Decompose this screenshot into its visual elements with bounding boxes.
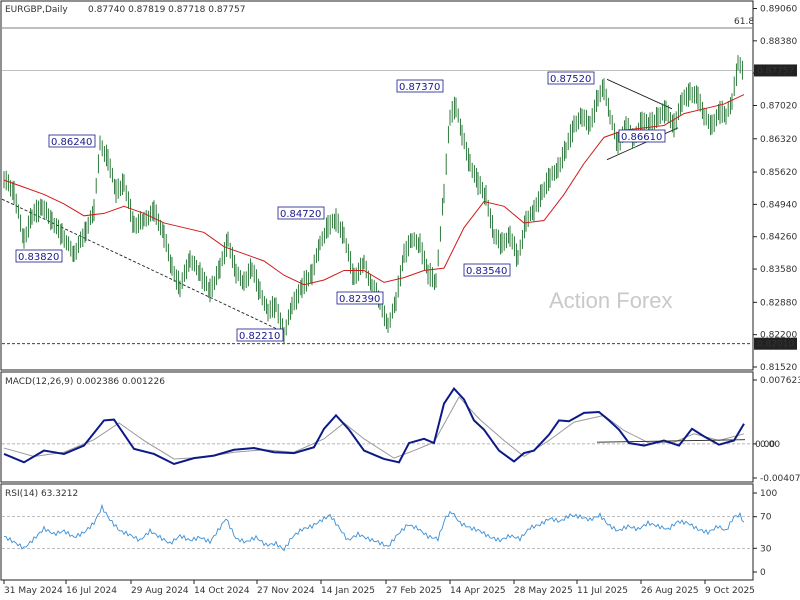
date-tick-label: 16 Jul 2024 xyxy=(66,586,117,596)
price-annotation-box xyxy=(236,328,284,342)
price-tick-label: 0.84260 xyxy=(760,233,797,243)
ohlc-readout: 0.87740 0.87819 0.87718 0.87757 xyxy=(88,5,245,15)
price-tick-label: 0.85620 xyxy=(760,168,797,178)
price-tick-label: 0.89060 xyxy=(760,5,797,15)
price-annotation-box xyxy=(463,263,511,277)
price-tick-label: 0.87020 xyxy=(760,101,797,111)
price-tick-label: 0.88380 xyxy=(760,37,797,47)
price-annotation-label: 0.86240 xyxy=(51,137,92,148)
price-annotation-label: 0.83820 xyxy=(18,252,59,263)
macd-panel-frame xyxy=(0,371,754,483)
price-annotation-box xyxy=(547,71,595,85)
date-tick-label: 27 Feb 2025 xyxy=(386,586,442,596)
current-price-box xyxy=(754,64,797,77)
rsi-tick-label: 30 xyxy=(760,544,772,554)
macd-panel: MACD(12,26,9) 0.002386 0.001226 0.007623… xyxy=(0,371,800,484)
watermark: Action Forex xyxy=(549,288,673,313)
price-annotation-box xyxy=(277,206,325,220)
date-tick-label: 31 May 2024 xyxy=(4,586,63,596)
macd-title: MACD(12,26,9) 0.002386 0.001226 xyxy=(5,377,165,387)
price-annotation-box xyxy=(48,134,96,148)
price-annotation-label: 0.87520 xyxy=(550,74,591,85)
rsi-title: RSI(14) 63.3212 xyxy=(5,489,78,499)
support-level-box xyxy=(754,337,797,350)
date-tick-label: 29 Aug 2024 xyxy=(131,586,189,596)
price-series xyxy=(3,55,745,345)
macd-tick-label: 0.007623 xyxy=(760,376,800,386)
rsi-tick-label: 70 xyxy=(760,513,772,523)
rsi-panel-frame xyxy=(0,483,754,581)
date-tick-label: 9 Oct 2025 xyxy=(705,586,755,596)
rsi-tick-label: 100 xyxy=(760,489,777,499)
price-tick-label: 0.84940 xyxy=(760,200,797,210)
macd-y-axis: 0.007623 0.00 -0.004073 0.00 xyxy=(753,376,800,484)
price-annotation-label: 0.82210 xyxy=(239,331,280,342)
price-annotation-label: 0.83540 xyxy=(466,266,507,277)
price-tick-label: 0.82880 xyxy=(760,298,797,308)
price-tick-label: 0.86320 xyxy=(760,135,797,145)
chart-title: EURGBP,Daily xyxy=(5,5,68,15)
date-tick-label: 14 Apr 2025 xyxy=(450,586,506,596)
price-annotation-label: 0.86610 xyxy=(621,132,662,143)
macd-tick-label: -0.004073 xyxy=(760,474,800,484)
rsi-panel: RSI(14) 63.3212 100 70 30 0 xyxy=(0,483,777,581)
rsi-y-axis: 100 70 30 0 xyxy=(753,489,777,578)
date-tick-label: 14 Oct 2024 xyxy=(194,586,250,596)
macd-tick-label: 0.00 xyxy=(760,440,780,450)
price-annotation-label: 0.82390 xyxy=(339,294,380,305)
date-tick-label: 27 Nov 2024 xyxy=(257,586,315,596)
date-tick-label: 26 Aug 2025 xyxy=(641,586,699,596)
triangle-upper-line xyxy=(606,78,673,110)
macd-series xyxy=(2,386,752,466)
triangle-lower-line xyxy=(606,127,679,161)
rsi-line xyxy=(3,503,745,552)
price-y-axis: 0.890600.883800.877000.870200.863200.856… xyxy=(753,5,797,373)
rsi-tick-label: 0 xyxy=(760,568,766,578)
fib-label: 61.8 xyxy=(734,17,754,27)
price-annotation-box xyxy=(336,291,384,305)
price-lines: 61.8 0.82010 0.87757 xyxy=(1,17,797,350)
price-annotation-label: 0.87370 xyxy=(399,82,440,93)
price-tick-label: 0.83580 xyxy=(760,265,797,275)
date-tick-label: 28 May 2025 xyxy=(514,586,573,596)
macd-line xyxy=(3,386,745,466)
current-price-label: 0.87757 xyxy=(757,66,794,76)
rsi-series xyxy=(2,503,752,552)
date-tick-label: 11 Jul 2025 xyxy=(577,586,628,596)
date-axis: 31 May 2024 16 Jul 2024 29 Aug 2024 14 Oct … xyxy=(3,580,755,596)
price-labels: 0.86240 0.83820 0.84720 0.82210 0.82390 0.873… xyxy=(15,71,666,342)
macd-signal-line xyxy=(3,396,745,460)
price-tick-label: 0.81520 xyxy=(760,363,797,373)
price-panel-frame xyxy=(0,0,754,371)
date-tick-label: 14 Jan 2025 xyxy=(321,586,375,596)
price-annotation-box xyxy=(396,79,444,93)
price-annotation-box xyxy=(15,249,63,263)
price-tick-label: 0.82200 xyxy=(760,331,797,341)
macd-right-marker: 0.00 xyxy=(755,440,775,450)
price-panel: EURGBP,Daily 0.87740 0.87819 0.87718 0.8… xyxy=(0,0,797,373)
macd-trendline xyxy=(596,439,746,443)
price-annotation-label: 0.84720 xyxy=(280,209,321,220)
price-annotation-box xyxy=(618,129,666,143)
support-level-label: 0.82010 xyxy=(757,340,794,350)
